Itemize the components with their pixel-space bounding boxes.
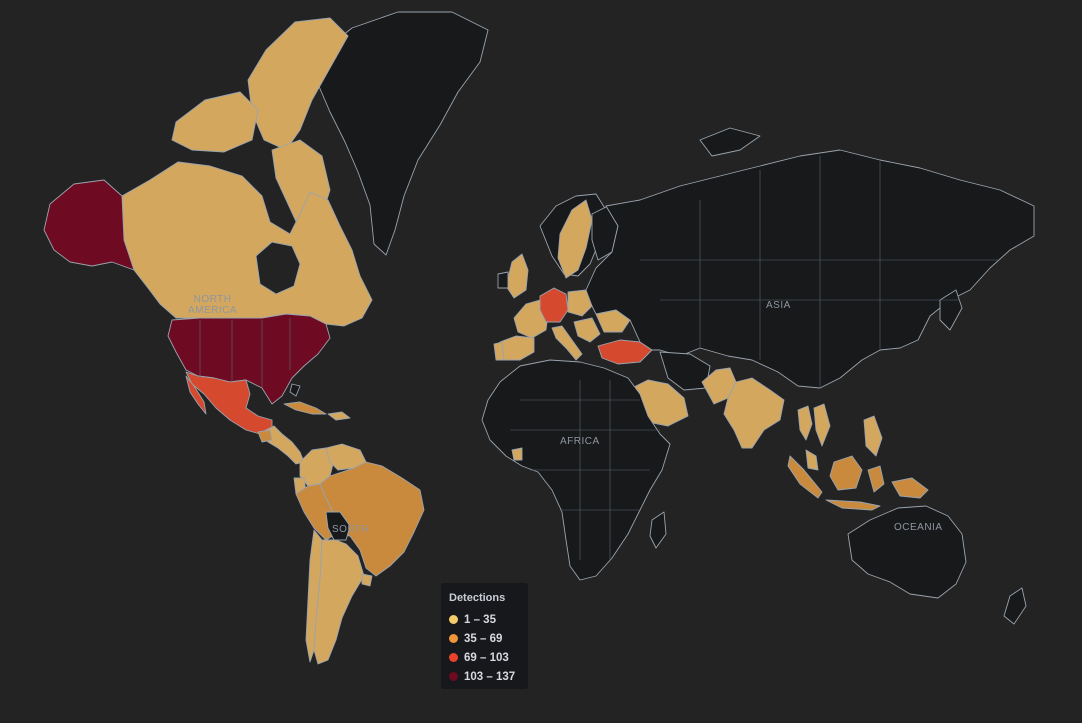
legend-range-label: 69 – 103 bbox=[464, 651, 509, 664]
sulawesi bbox=[867, 465, 885, 493]
legend-swatch bbox=[449, 634, 458, 643]
legend-item[interactable]: 69 – 103 bbox=[449, 648, 520, 667]
italy bbox=[551, 325, 583, 361]
malaysia bbox=[805, 449, 819, 471]
continent-label-africa: AFRICA bbox=[560, 436, 600, 447]
madagascar bbox=[649, 511, 667, 549]
new-zealand bbox=[1003, 587, 1027, 625]
hudson-bay bbox=[255, 241, 301, 295]
mexico bbox=[185, 371, 273, 435]
us-state-borders bbox=[199, 318, 291, 388]
cuba bbox=[283, 401, 327, 415]
canada-islands-west bbox=[171, 91, 259, 153]
legend-item[interactable]: 1 – 35 bbox=[449, 610, 520, 629]
java bbox=[825, 499, 881, 511]
poland bbox=[567, 289, 593, 317]
africa-borders bbox=[510, 380, 660, 560]
legend-item[interactable]: 35 – 69 bbox=[449, 629, 520, 648]
borneo bbox=[829, 455, 863, 491]
legend-swatch bbox=[449, 615, 458, 624]
sierra-leone bbox=[511, 447, 523, 461]
philippines bbox=[863, 415, 883, 457]
continent-label-south-america: SOUTH bbox=[332, 524, 370, 535]
continent-label-north-america: NORTH AMERICA bbox=[188, 294, 237, 316]
north-america-label-line1: NORTH bbox=[193, 294, 232, 305]
florida-keys-area bbox=[289, 383, 301, 397]
uruguay bbox=[361, 573, 373, 587]
balkans bbox=[573, 317, 601, 343]
legend-range-label: 103 – 137 bbox=[464, 670, 516, 683]
australia bbox=[847, 505, 967, 599]
thailand bbox=[797, 405, 813, 441]
alaska bbox=[43, 179, 135, 271]
canada bbox=[121, 161, 373, 327]
bolivia bbox=[325, 511, 351, 541]
oceania-label: OCEANIA bbox=[894, 522, 943, 533]
vietnam bbox=[813, 403, 831, 447]
baja-california bbox=[185, 375, 207, 415]
russia-asia bbox=[585, 149, 1035, 389]
hispaniola bbox=[327, 411, 351, 421]
legend-item[interactable]: 103 – 137 bbox=[449, 667, 520, 686]
south-america-label: SOUTH bbox=[332, 524, 370, 535]
sumatra bbox=[787, 455, 823, 499]
asia-borders bbox=[640, 156, 1000, 388]
north-america-label-line2: AMERICA bbox=[188, 305, 238, 316]
turkey bbox=[597, 339, 653, 365]
legend-swatch bbox=[449, 672, 458, 681]
ireland bbox=[497, 271, 509, 289]
new-guinea bbox=[891, 477, 929, 499]
portugal bbox=[493, 341, 505, 361]
india bbox=[723, 377, 785, 449]
asia-label: ASIA bbox=[766, 300, 791, 311]
legend-title: Detections bbox=[449, 592, 506, 604]
sweden bbox=[557, 199, 593, 279]
legend-range-label: 35 – 69 bbox=[464, 632, 503, 645]
greenland bbox=[317, 11, 489, 256]
legend-range-label: 1 – 35 bbox=[464, 613, 496, 626]
map-legend: Detections 1 – 35 35 – 69 69 – 103 103 –… bbox=[441, 583, 528, 689]
continent-label-asia: ASIA bbox=[766, 300, 791, 311]
argentina bbox=[313, 539, 365, 665]
continent-label-oceania: OCEANIA bbox=[894, 522, 943, 533]
united-states bbox=[167, 313, 331, 405]
guatemala bbox=[257, 429, 273, 443]
germany bbox=[539, 287, 569, 323]
africa-label: AFRICA bbox=[560, 436, 600, 447]
legend-swatch bbox=[449, 653, 458, 662]
arctic-russia-islands bbox=[699, 127, 761, 157]
